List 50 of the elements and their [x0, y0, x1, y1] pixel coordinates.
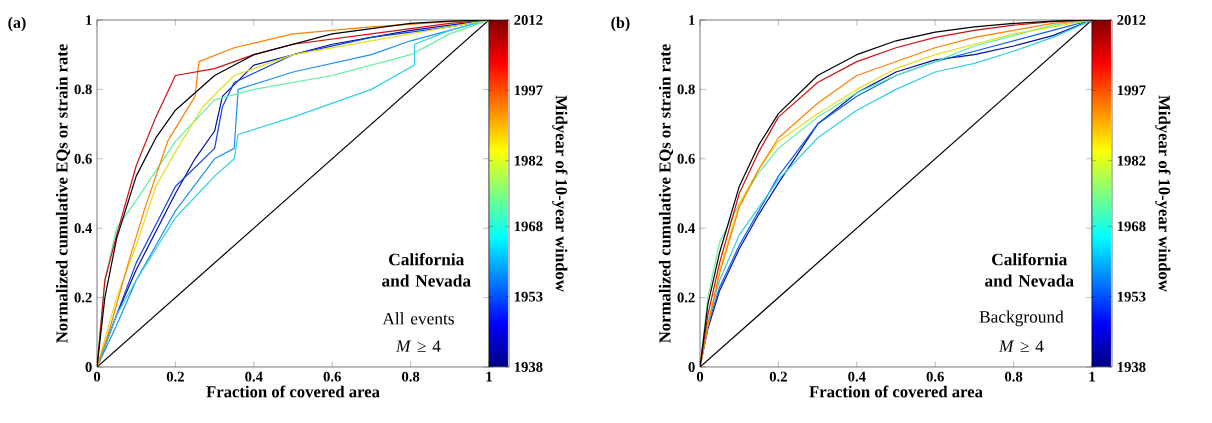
color-bar-label: 1953 — [514, 291, 543, 302]
color-bar-label: 2012 — [514, 15, 543, 25]
x-tick-label: 0.6 — [323, 371, 341, 382]
color-bar-label: 1953 — [1117, 291, 1146, 302]
chart-title: (a) — [8, 16, 26, 32]
color-bar-label: 1938 — [514, 362, 543, 372]
x-axis-title: Fraction of covered area — [206, 385, 380, 398]
annotation: California and Nevada — [382, 252, 471, 287]
x-tick-label: 1 — [1089, 371, 1095, 382]
color-bar-label: 1938 — [1117, 362, 1146, 372]
color-bar-label: 1997 — [1117, 85, 1146, 96]
annotation: California and Nevada — [985, 252, 1074, 287]
annotation: M ≥ 4 — [998, 340, 1044, 352]
y-tick-label: 0.8 — [74, 84, 92, 95]
y-axis-title: Normalized cumulative EQs or strain rate — [658, 44, 674, 343]
x-tick-label: 0.2 — [769, 371, 787, 382]
annotation: All events — [382, 312, 454, 325]
y-tick-label: 0.4 — [677, 223, 696, 234]
color-bar-label: 1997 — [514, 85, 543, 96]
y-axis-title: Normalized cumulative EQs or strain rate — [55, 44, 71, 343]
x-tick-label: 1 — [486, 371, 492, 382]
y-tick-label: 0.2 — [677, 292, 695, 303]
color-bar-title: Midyear of 10-year window — [552, 95, 568, 292]
y-tick-label: 0.2 — [74, 292, 92, 303]
y-tick-label: 0.8 — [677, 84, 695, 95]
y-tick-label: 1 — [86, 15, 92, 25]
y-tick-label: 0.4 — [74, 223, 93, 234]
color-bar-label: 1968 — [514, 221, 543, 232]
color-bar-label: 1982 — [1117, 155, 1146, 166]
y-tick-label: 0 — [688, 362, 695, 372]
x-tick-label: 0.8 — [1005, 371, 1023, 382]
annotation: Background — [979, 310, 1064, 327]
x-axis-title: Fraction of covered area — [809, 385, 983, 398]
color-bar-label: 1982 — [514, 155, 543, 166]
annotation: M ≥ 4 — [395, 340, 441, 352]
y-tick-label: 0.6 — [74, 153, 92, 164]
y-tick-label: 0 — [85, 362, 92, 372]
x-tick-label: 0.2 — [166, 371, 184, 382]
x-tick-label: 0.8 — [402, 371, 420, 382]
x-tick-label: 0 — [93, 371, 101, 382]
chart-title: (b) — [611, 16, 630, 32]
x-tick-label: 0.4 — [245, 371, 263, 382]
x-tick-label: 0.6 — [926, 371, 944, 382]
x-tick-label: 0.4 — [848, 371, 866, 382]
y-tick-label: 1 — [689, 15, 695, 25]
y-tick-label: 0.6 — [677, 153, 695, 164]
x-tick-label: 0 — [696, 371, 704, 382]
color-bar-label: 2012 — [1117, 15, 1146, 25]
color-bar-label: 1968 — [1117, 221, 1146, 232]
color-bar-title: Midyear of 10-year window — [1155, 95, 1171, 292]
